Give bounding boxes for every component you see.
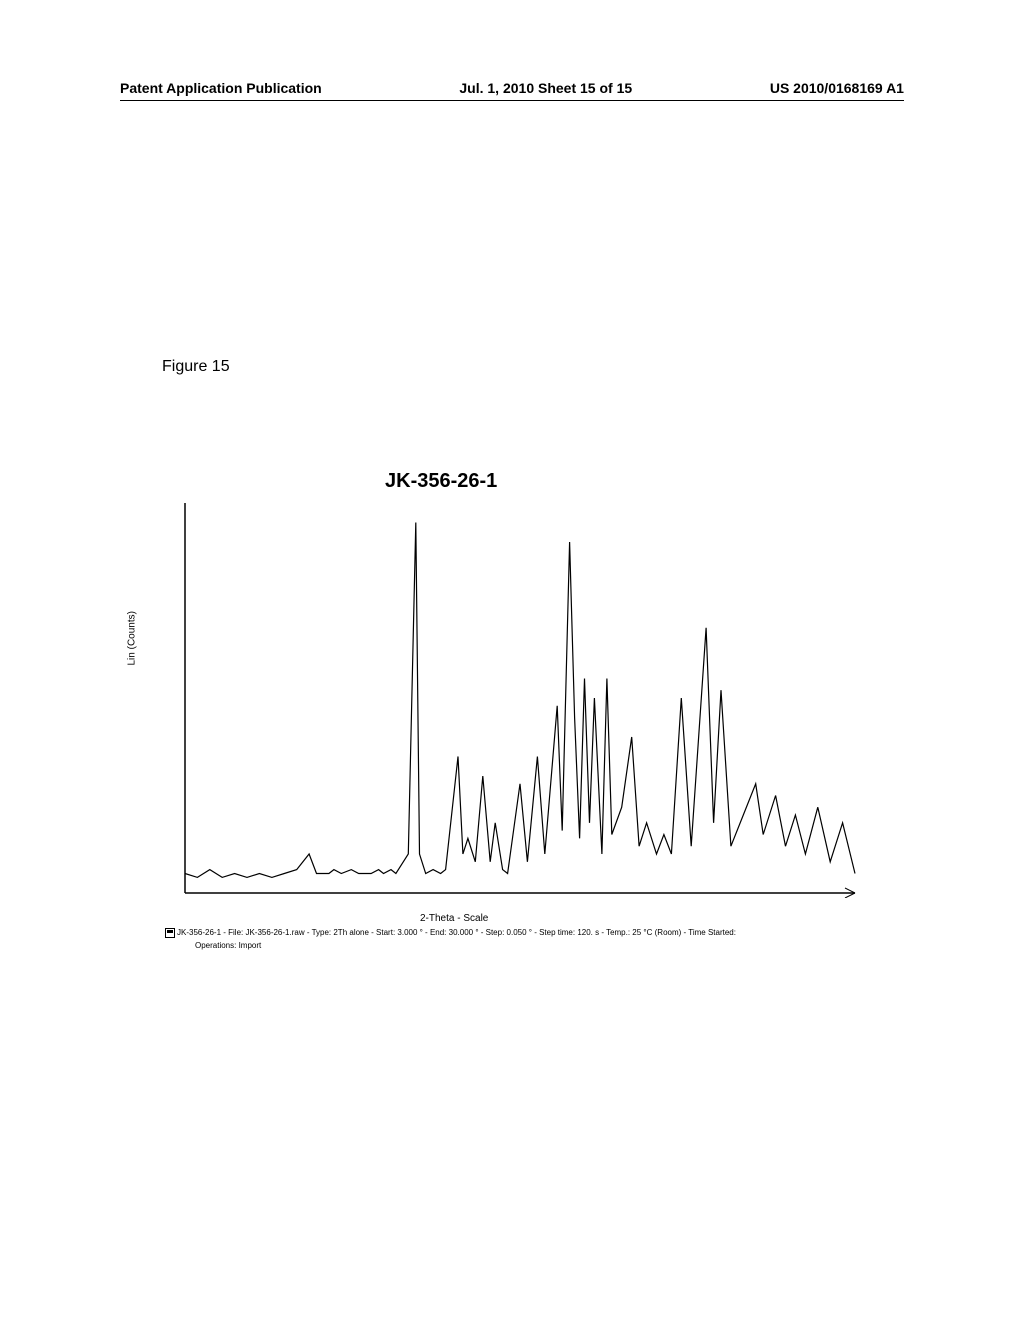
- metadata-block: JK-356-26-1 - File: JK-356-26-1.raw - Ty…: [165, 928, 884, 951]
- metadata-line1: JK-356-26-1 - File: JK-356-26-1.raw - Ty…: [165, 928, 884, 939]
- header-left: Patent Application Publication: [120, 80, 322, 96]
- xrd-pattern-line: [185, 523, 855, 878]
- metadata-operations: Operations: Import: [195, 941, 884, 951]
- chart-title: JK-356-26-1: [385, 470, 497, 493]
- x-axis-label: 2-Theta - Scale: [420, 913, 488, 924]
- file-icon: [165, 928, 175, 938]
- chart-svg: [180, 498, 860, 898]
- header-center: Jul. 1, 2010 Sheet 15 of 15: [459, 80, 632, 96]
- figure-label: Figure 15: [162, 358, 230, 376]
- page-header: Patent Application Publication Jul. 1, 2…: [120, 80, 904, 101]
- header-right: US 2010/0168169 A1: [770, 80, 904, 96]
- y-axis-label: Lin (Counts): [127, 611, 138, 665]
- xrd-chart: [180, 498, 860, 898]
